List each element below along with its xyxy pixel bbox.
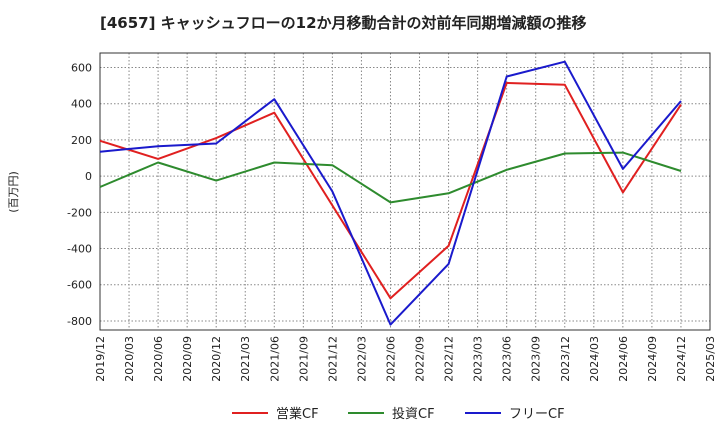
x-tick-label: 2022/06 — [384, 336, 397, 382]
x-tick-label: 2019/12 — [94, 336, 107, 382]
x-tick-label: 2022/03 — [355, 336, 368, 382]
y-tick-label: -400 — [67, 243, 92, 256]
x-tick-label: 2023/03 — [472, 336, 485, 382]
x-tick-label: 2020/03 — [123, 336, 136, 382]
x-tick-label: 2020/09 — [181, 336, 194, 382]
series-line-1 — [99, 81, 682, 300]
x-tick-label: 2024/03 — [588, 336, 601, 382]
series-line-3 — [99, 60, 682, 326]
legend: 営業CF 投資CF フリーCF — [232, 406, 565, 422]
x-tick-label: 2022/09 — [414, 336, 427, 382]
x-tick-label: 2021/03 — [239, 336, 252, 382]
plot-area-frame — [99, 52, 711, 331]
x-tick-label: 2021/09 — [297, 336, 310, 382]
x-tick-label: 2024/06 — [617, 336, 630, 382]
x-tick-label: 2023/06 — [501, 336, 514, 382]
y-tick-label: 0 — [85, 170, 92, 183]
x-tick-label: 2023/09 — [530, 336, 543, 382]
x-tick-label: 2024/09 — [646, 336, 659, 382]
series-line-2 — [99, 151, 682, 204]
x-tick-label: 2024/12 — [675, 336, 688, 382]
y-axis-ticks: 600 400 200 0 -200 -400 -600 -800 — [67, 61, 92, 327]
y-tick-label: -800 — [67, 315, 92, 328]
x-axis-ticks: 2019/12 2020/03 2020/06 2020/09 2020/12 2021/… — [94, 336, 717, 382]
x-tick-label: 2022/12 — [443, 336, 456, 382]
x-tick-label: 2021/12 — [326, 336, 339, 382]
x-tick-label: 2020/12 — [210, 336, 223, 382]
series-lines — [99, 60, 682, 326]
x-tick-label: 2020/06 — [152, 336, 165, 382]
x-tick-label: 2025/03 — [704, 336, 717, 382]
legend-label: フリーCF — [509, 407, 565, 422]
y-tick-label: 600 — [71, 61, 92, 74]
legend-label: 営業CF — [276, 406, 319, 422]
y-tick-label: -600 — [67, 279, 92, 292]
y-axis-label: (百万円) — [7, 171, 20, 213]
x-tick-label: 2023/12 — [559, 336, 572, 382]
legend-label: 投資CF — [392, 406, 435, 422]
x-tick-label: 2021/06 — [268, 336, 281, 382]
chart-title: [4657] キャッシュフローの12か月移動合計の対前年同期増減額の推移 — [100, 14, 587, 32]
y-tick-label: -200 — [67, 206, 92, 219]
grid — [99, 53, 711, 330]
y-tick-label: 200 — [71, 134, 92, 147]
y-tick-label: 400 — [71, 98, 92, 111]
